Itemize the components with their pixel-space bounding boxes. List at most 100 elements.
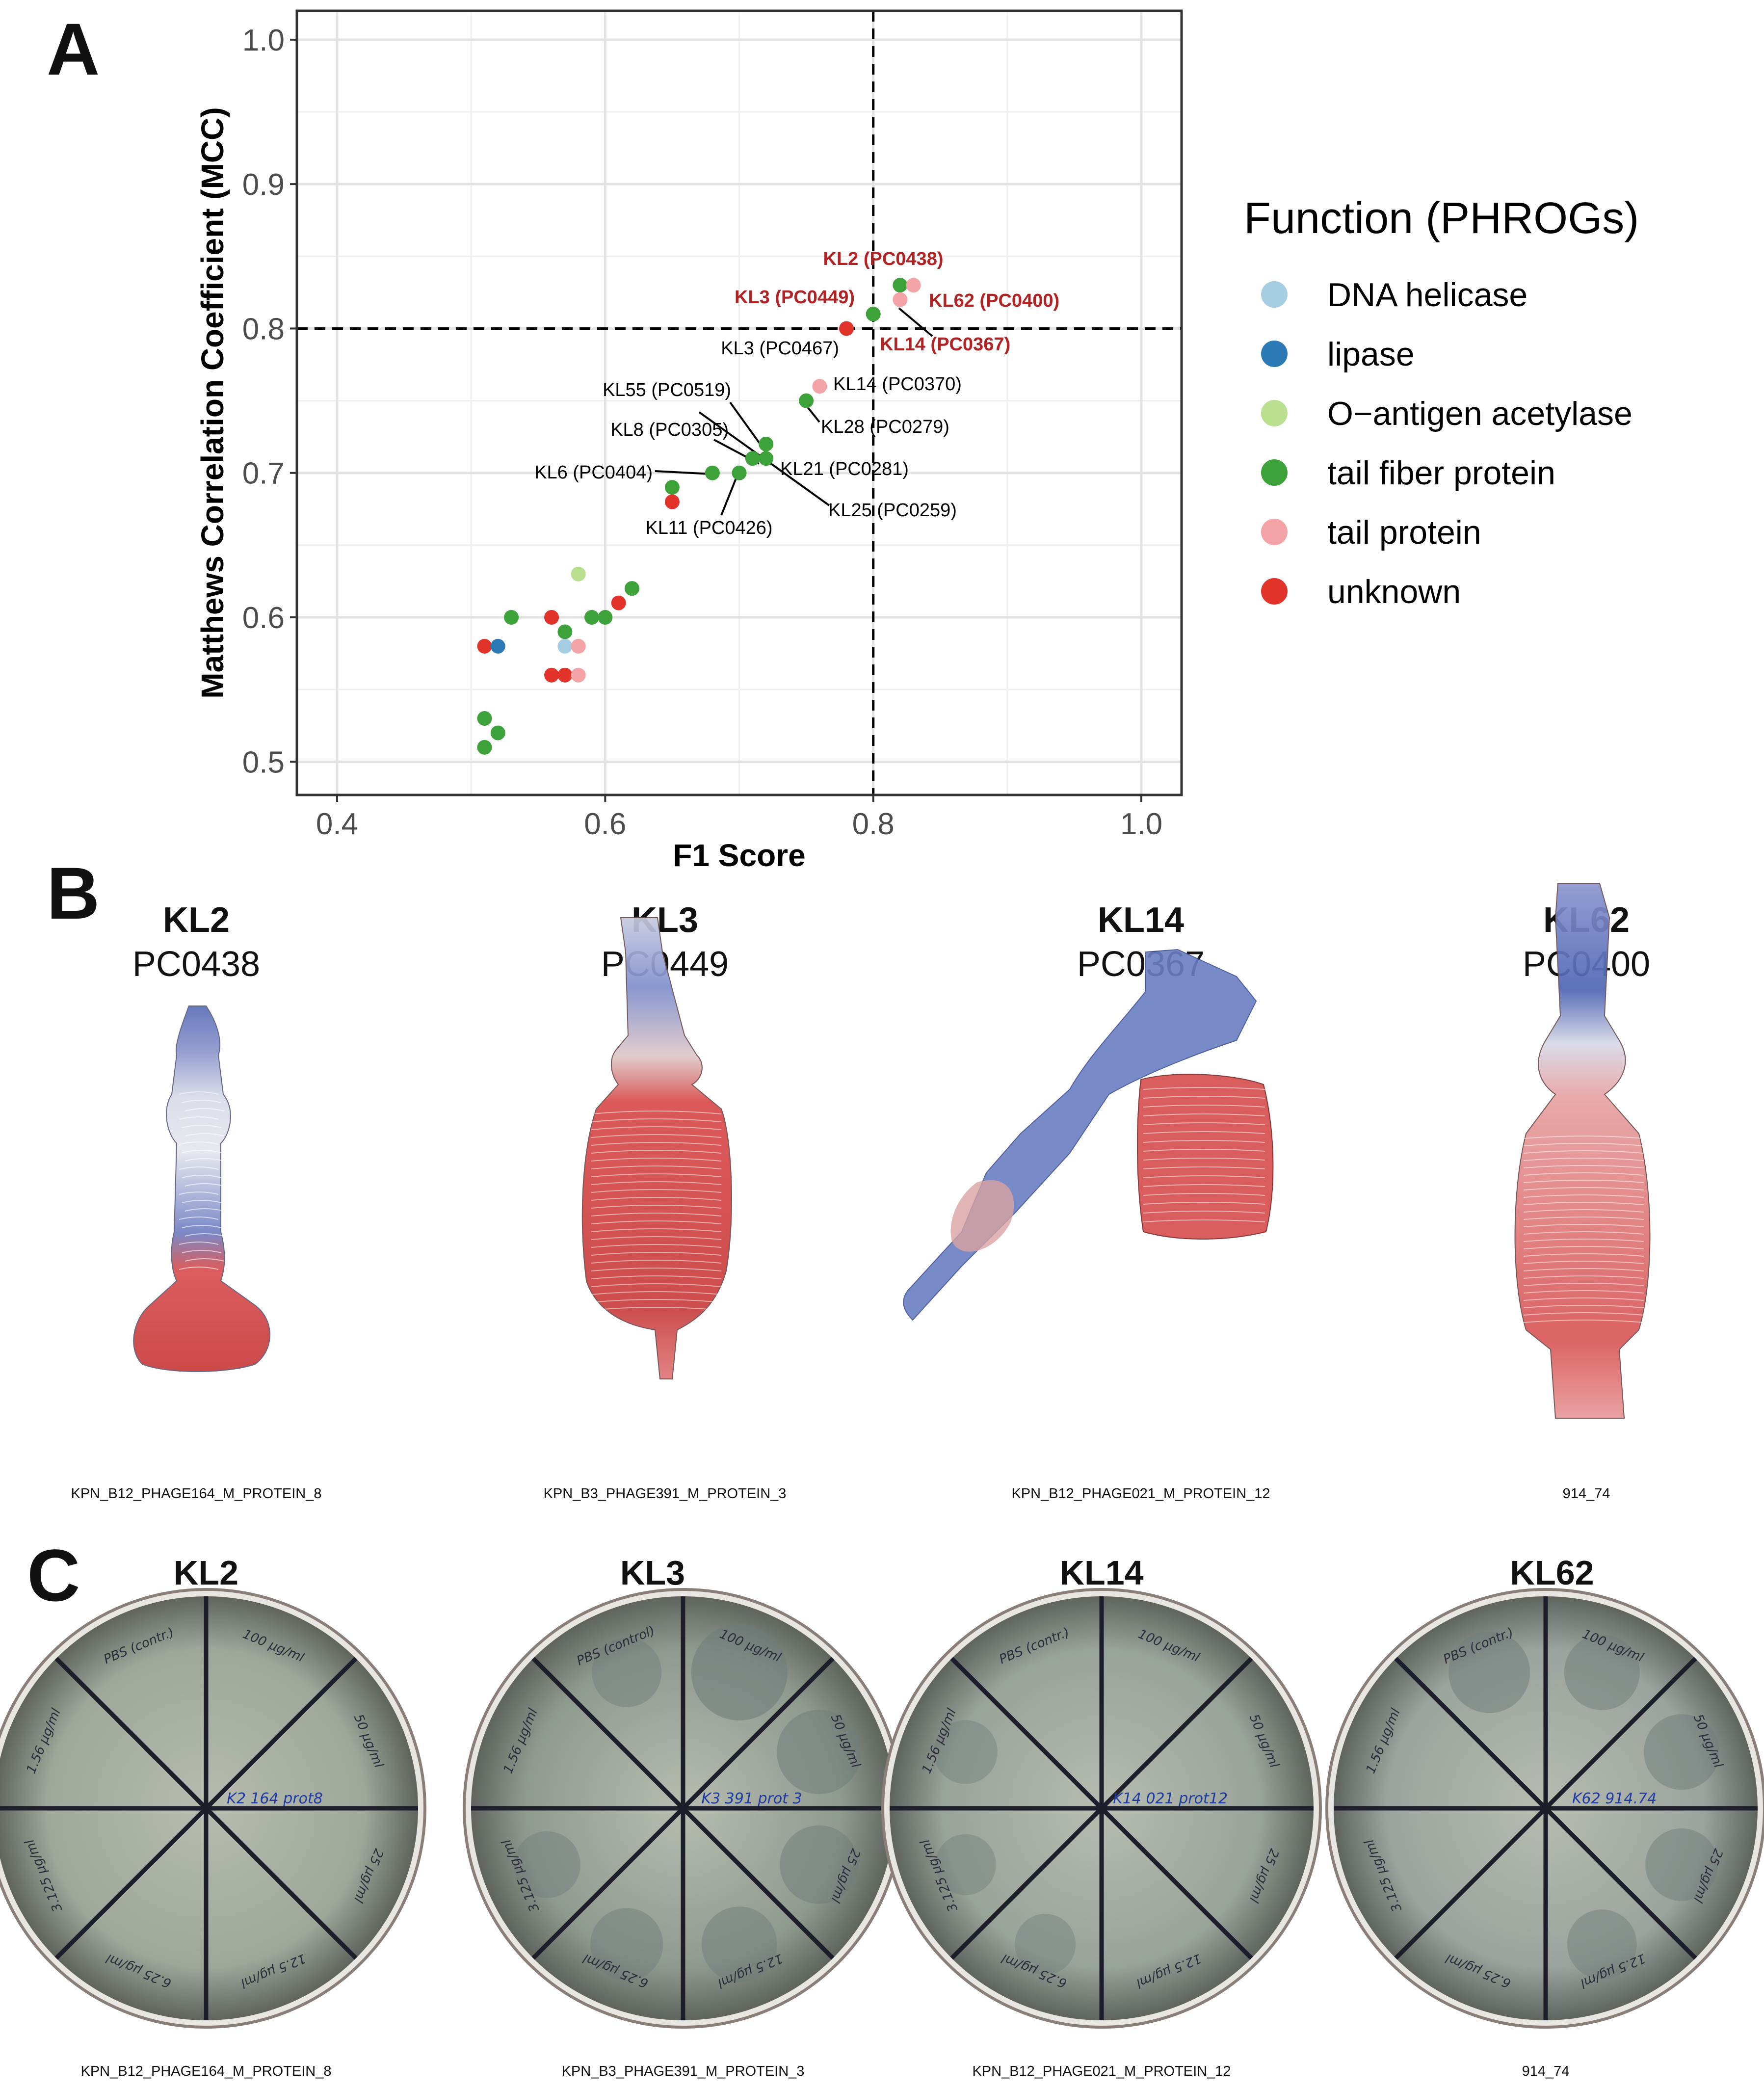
plate-protein-id: KPN_B3_PHAGE391_M_PROTEIN_3 <box>561 2063 805 2079</box>
data-point <box>504 610 519 625</box>
plate-handwritten-note: K2 164 prot8 <box>227 1790 323 1807</box>
structure-kl3 <box>581 917 732 1379</box>
legend-label: DNA helicase <box>1327 276 1527 314</box>
clearing-zone <box>780 1825 859 1904</box>
data-point <box>812 379 827 394</box>
data-point <box>544 667 559 683</box>
structure-serotype: KL14 <box>1097 900 1185 940</box>
annotation-label: KL14 (PC0370) <box>833 374 962 395</box>
clearing-zone <box>1644 1714 1720 1790</box>
panel-letter-a: A <box>47 8 100 90</box>
annotation-label: KL55 (PC0519) <box>603 380 731 400</box>
annotation-label: KL2 (PC0438) <box>823 249 944 269</box>
y-tick-label: 0.5 <box>242 745 285 779</box>
annotation-label: KL25 (PC0259) <box>828 500 957 521</box>
annotation-leader-line <box>898 307 933 337</box>
sector-line <box>1100 1657 1253 1810</box>
structure-kl2 <box>133 1005 270 1372</box>
sector-line <box>1544 1806 1697 1960</box>
plate-protein-id: KPN_B12_PHAGE164_M_PROTEIN_8 <box>80 2063 332 2079</box>
clearing-zone <box>701 1906 777 1983</box>
clearing-zone <box>1448 1631 1530 1713</box>
legend-label: tail protein <box>1327 514 1481 551</box>
legend-marker <box>1261 281 1288 308</box>
sector-line <box>1394 1657 1548 1810</box>
data-point <box>839 321 854 336</box>
x-tick-label: 0.4 <box>316 807 358 841</box>
plate-title-kl3: KL3 <box>620 1554 685 1592</box>
structure-protein-id: 914_74 <box>1562 1486 1610 1502</box>
plate-handwritten-note: K62 914.74 <box>1572 1790 1657 1807</box>
panel-letter-c: C <box>27 1534 80 1616</box>
data-point <box>584 610 599 625</box>
data-point <box>759 451 774 466</box>
legend-marker <box>1261 400 1288 426</box>
clearing-zone <box>1015 1914 1076 1975</box>
clearing-zone <box>590 1908 663 1981</box>
data-point <box>598 610 613 625</box>
data-point <box>705 465 720 480</box>
data-point <box>611 595 626 610</box>
y-axis-label: Matthews Correlation Coefficient (MCC) <box>195 107 230 698</box>
data-point <box>866 307 881 322</box>
annotation-label: KL11 (PC0426) <box>645 518 772 538</box>
sector-line <box>54 1657 208 1810</box>
data-point <box>571 566 586 582</box>
plate-title-kl62: KL62 <box>1510 1554 1594 1592</box>
data-point <box>477 711 492 726</box>
plate-handwritten-note: K14 021 prot12 <box>1113 1790 1228 1807</box>
annotation-label: KL28 (PC0279) <box>821 417 949 437</box>
y-tick-label: 0.6 <box>242 601 285 635</box>
y-tick-label: 0.7 <box>242 457 285 491</box>
data-point <box>893 278 908 293</box>
clearing-zone <box>513 1831 580 1898</box>
data-point <box>490 638 505 654</box>
plate-protein-id: 914_74 <box>1522 2063 1570 2079</box>
clearing-zone <box>691 1624 788 1720</box>
annotation-label: KL3 (PC0467) <box>721 338 839 359</box>
mcc-f1-scatter-chart: 0.4 0.6 0.8 1.0 0.5 0.6 0.7 0.8 0.9 1.0 KL2 (PC043… <box>195 9 1639 873</box>
plate-title-kl14: KL14 <box>1059 1554 1144 1592</box>
sector-line <box>681 1657 835 1810</box>
annotation-label: KL3 (PC0449) <box>735 287 855 308</box>
structure-illustrations <box>133 883 1651 1419</box>
data-point <box>477 638 492 654</box>
plate-handwritten-note: K3 391 prot 3 <box>701 1790 802 1807</box>
legend-label: O−antigen acetylase <box>1327 395 1632 432</box>
data-point <box>557 624 573 639</box>
x-tick-label: 0.6 <box>584 807 626 841</box>
structure-kl14 <box>903 949 1274 1321</box>
data-point <box>571 667 586 683</box>
legend-label: lipase <box>1327 336 1415 373</box>
x-tick-label: 0.8 <box>852 807 895 841</box>
plot-border <box>295 9 1183 796</box>
data-point <box>893 292 908 307</box>
data-point <box>732 465 747 480</box>
legend-marker <box>1261 519 1288 545</box>
sector-line <box>1100 1806 1253 1960</box>
clearing-zone <box>592 1637 662 1707</box>
structure-cluster: PC0438 <box>132 945 261 984</box>
legend-marker <box>1261 459 1288 486</box>
structure-serotype: KL2 <box>162 900 230 940</box>
sector-line <box>1394 1806 1548 1960</box>
sector-line <box>531 1657 685 1810</box>
data-point <box>906 278 921 293</box>
data-point <box>544 610 559 625</box>
data-point <box>477 740 492 755</box>
legend-label: unknown <box>1327 573 1461 610</box>
structure-title-kl2: KL2 PC0438 <box>25 898 368 986</box>
clearing-zone <box>1567 1909 1637 1980</box>
annotation-label: KL6 (PC0404) <box>534 462 653 483</box>
sector-line <box>54 1806 208 1960</box>
structure-kl62 <box>1514 883 1651 1419</box>
data-point <box>745 451 760 466</box>
x-axis-label: F1 Score <box>673 838 805 873</box>
structure-protein-id: KPN_B12_PHAGE021_M_PROTEIN_12 <box>1011 1486 1270 1502</box>
data-point <box>557 638 573 654</box>
legend-label: tail fiber protein <box>1327 454 1555 492</box>
data-point <box>624 581 639 596</box>
annotation-label: KL21 (PC0281) <box>780 459 909 479</box>
